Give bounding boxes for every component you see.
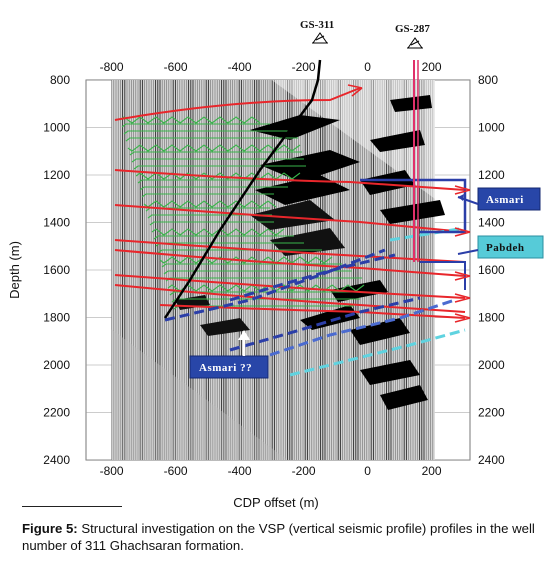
seismic-reflectors — [175, 95, 445, 410]
x-tick-label-bottom: -800 — [100, 464, 124, 478]
y-tick-label-left: 2400 — [43, 453, 70, 467]
green-pick-line — [161, 263, 342, 268]
y-tick-label-left: 800 — [50, 73, 70, 87]
green-pick-line — [151, 228, 285, 236]
x-axis-title: CDP offset (m) — [233, 495, 318, 510]
horizon-arrows — [347, 84, 471, 323]
pabdeh-label-box: Pabdeh — [477, 235, 544, 259]
green-pick-line — [119, 116, 261, 124]
y-axis-title: Depth (m) — [7, 241, 22, 299]
green-pick-line — [165, 277, 362, 282]
gs-311-well-icon — [312, 32, 328, 44]
x-tick-label-top: -200 — [292, 60, 316, 74]
pabdeh-pointer — [457, 249, 479, 255]
x-tick-label-top: -600 — [164, 60, 188, 74]
green-pick-line — [127, 144, 301, 152]
y-tick-label-left: 2000 — [43, 358, 70, 372]
green-pick-line — [139, 186, 288, 191]
x-tick-labels-top: -800 -600 -400 -200 0 200 — [100, 60, 442, 74]
green-pick-line — [149, 221, 274, 226]
gs-311-well-path — [163, 59, 322, 319]
green-pick-line — [155, 242, 304, 247]
asmari-q-label-box: Asmari ?? — [189, 355, 269, 379]
green-pick-line — [167, 284, 365, 292]
y-tick-label-right: 1200 — [478, 168, 505, 182]
pabdeh-bracket — [420, 261, 466, 290]
gs-287-well-icon — [407, 37, 423, 49]
trace-gap — [271, 80, 435, 199]
asmari-label-box: Asmari — [477, 187, 541, 211]
horizon-6 — [114, 274, 466, 299]
x-tick-label-top: -800 — [100, 60, 124, 74]
x-tick-labels-bottom: -800 -600 -400 -200 0 200 — [100, 464, 442, 478]
y-tick-label-right: 1400 — [478, 216, 505, 230]
y-tick-label-left: 1400 — [43, 216, 70, 230]
horizon-2 — [114, 169, 466, 191]
y-tick-labels-right: 800 1000 1200 1400 1600 1800 2000 2200 2400 — [478, 73, 505, 467]
green-pick-line — [125, 137, 298, 142]
caption-rule — [22, 506, 122, 507]
blue-dashed-lines — [164, 226, 466, 377]
horizon-3 — [114, 204, 466, 233]
y-tick-label-left: 1800 — [43, 311, 70, 325]
y-tick-label-right: 1000 — [478, 121, 505, 135]
horizon-8 — [159, 304, 466, 319]
gs-287-label: GS-287 — [395, 23, 430, 35]
x-tick-label-top: 200 — [422, 60, 442, 74]
green-pick-line — [141, 193, 274, 198]
y-tick-label-left: 2200 — [43, 406, 70, 420]
caption-text: Structural investigation on the VSP (ver… — [22, 521, 535, 553]
x-tick-label-bottom: -600 — [164, 464, 188, 478]
green-pick-line — [157, 249, 322, 254]
y-tick-label-right: 1600 — [478, 263, 505, 277]
green-pick-line — [163, 270, 352, 275]
green-pick-line — [143, 200, 277, 208]
y-tick-label-right: 2200 — [478, 406, 505, 420]
x-tick-label-bottom: -200 — [292, 464, 316, 478]
green-pick-line — [121, 123, 270, 128]
trace-shade — [111, 329, 288, 460]
horizon-7 — [114, 284, 466, 313]
gs-311-label: GS-311 — [300, 19, 334, 31]
x-tick-label-top: 0 — [364, 60, 371, 74]
asmari-label: Asmari — [486, 194, 524, 206]
y-tick-label-right: 2400 — [478, 453, 505, 467]
y-tick-label-right: 2000 — [478, 358, 505, 372]
x-tick-label-bottom: 0 — [364, 464, 371, 478]
y-tick-label-left: 1600 — [43, 263, 70, 277]
horizon-4 — [114, 239, 466, 263]
x-tick-label-bottom: 200 — [422, 464, 442, 478]
figure-caption: Figure 5: Structural investigation on th… — [22, 520, 542, 554]
x-tick-label-bottom: -400 — [228, 464, 252, 478]
green-pick-line — [123, 130, 288, 135]
green-pick-line — [133, 165, 306, 170]
green-pick-line — [153, 235, 294, 240]
caption-prefix: Figure 5: — [22, 521, 78, 536]
green-pick-line — [159, 256, 333, 264]
green-pick-line — [131, 158, 304, 163]
y-tick-label-right: 1800 — [478, 311, 505, 325]
y-tick-label-right: 800 — [478, 73, 498, 87]
y-tick-label-left: 1000 — [43, 121, 70, 135]
asmari-bracket — [360, 178, 467, 234]
pabdeh-label: Pabdeh — [486, 242, 524, 254]
horizon-1 — [114, 87, 361, 121]
asmari-q-label: Asmari ?? — [199, 362, 252, 374]
y-tick-labels-left: 800 1000 1200 1400 1600 1800 2000 2200 2400 — [43, 73, 70, 467]
x-tick-label-top: -400 — [228, 60, 252, 74]
y-tick-label-left: 1200 — [43, 168, 70, 182]
